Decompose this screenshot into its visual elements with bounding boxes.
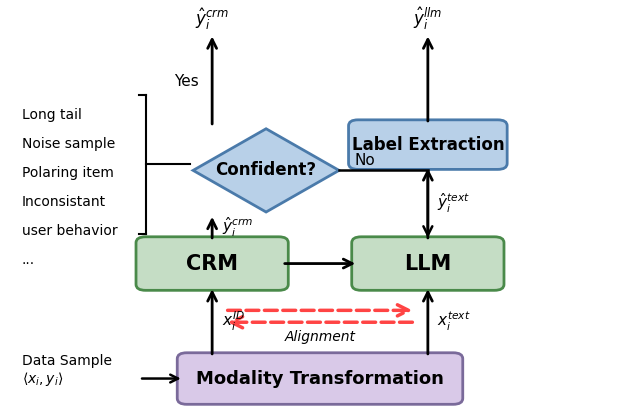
Text: $\hat{y}_i^{llm}$: $\hat{y}_i^{llm}$ [413,5,443,32]
Text: $\hat{y}_i^{crm}$: $\hat{y}_i^{crm}$ [195,6,229,32]
Polygon shape [193,129,339,212]
Text: CRM: CRM [186,254,238,274]
Text: $x_i^{text}$: $x_i^{text}$ [437,310,471,333]
Text: $\langle x_i, y_i\rangle$: $\langle x_i, y_i\rangle$ [22,369,63,387]
Text: Noise sample: Noise sample [22,137,115,151]
Text: Yes: Yes [174,74,199,89]
Text: No: No [354,153,375,168]
Text: Modality Transformation: Modality Transformation [196,369,444,387]
Text: Confident?: Confident? [216,161,317,179]
Text: Label Extraction: Label Extraction [351,136,504,153]
FancyBboxPatch shape [349,120,507,169]
Text: Long tail: Long tail [22,108,82,122]
FancyBboxPatch shape [136,237,288,290]
Text: Inconsistant: Inconsistant [22,195,106,208]
Text: user behavior: user behavior [22,224,117,238]
FancyBboxPatch shape [177,353,463,404]
Text: $x_i^{ID}$: $x_i^{ID}$ [221,310,244,333]
Text: $\hat{y}_i^{crm}$: $\hat{y}_i^{crm}$ [221,216,253,239]
FancyBboxPatch shape [352,237,504,290]
Text: Data Sample: Data Sample [22,354,112,368]
Text: $\hat{y}_i^{text}$: $\hat{y}_i^{text}$ [437,191,470,215]
Text: Alignment: Alignment [285,330,355,344]
Text: ...: ... [22,253,35,266]
Text: LLM: LLM [404,254,451,274]
Text: Polaring item: Polaring item [22,166,114,180]
